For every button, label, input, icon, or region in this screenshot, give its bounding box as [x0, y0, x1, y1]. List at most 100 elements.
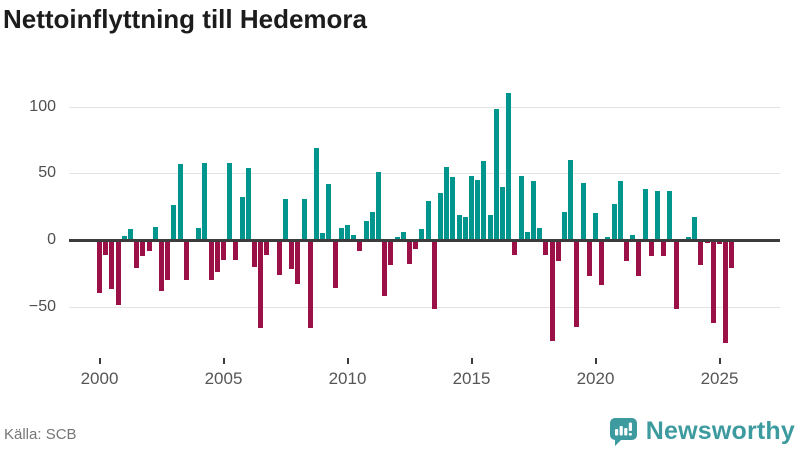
bar: [363, 221, 369, 240]
bar: [617, 181, 623, 240]
bar: [506, 93, 512, 240]
bar: [338, 228, 344, 240]
bar: [388, 240, 394, 266]
bar: [692, 217, 698, 240]
chart-title: Nettoinflyttning till Hedemora: [3, 4, 367, 34]
y-axis-label: 50: [38, 164, 56, 182]
bar: [276, 240, 282, 275]
bar: [574, 240, 580, 327]
bar: [258, 240, 264, 328]
bar: [568, 160, 574, 240]
bar: [326, 184, 332, 240]
bar: [400, 232, 406, 240]
bar: [580, 182, 586, 240]
bar: [469, 176, 474, 240]
bar: [630, 234, 636, 240]
x-axis-label: 2005: [204, 369, 243, 388]
bar: [357, 240, 363, 251]
bar: [475, 180, 481, 240]
bar: [245, 168, 251, 240]
zero-line: [69, 238, 780, 242]
bar: [221, 240, 226, 260]
bar: [481, 161, 487, 240]
bar: [555, 240, 561, 262]
bar: [314, 148, 319, 240]
x-axis-tick: [470, 358, 473, 364]
bar: [369, 212, 375, 240]
bar: [729, 240, 735, 268]
bar: [611, 204, 617, 240]
bar: [586, 240, 592, 276]
y-axis-label: 0: [47, 231, 56, 248]
bar: [264, 240, 270, 255]
bar: [661, 240, 667, 256]
gridline: [69, 306, 780, 308]
y-axis-label: 100: [29, 97, 56, 115]
bar: [524, 232, 530, 240]
bar: [140, 240, 146, 256]
bar: [159, 240, 164, 291]
x-axis-tick: [346, 358, 349, 364]
bar: [648, 240, 654, 256]
y-axis-label: −50: [28, 297, 56, 315]
x-axis-label: 2025: [700, 369, 739, 388]
bar: [345, 225, 350, 240]
bar: [512, 240, 518, 255]
newsworthy-logo[interactable]: Newsworthy: [608, 415, 795, 447]
bar: [109, 240, 115, 290]
bar: [115, 240, 121, 306]
bar: [531, 181, 536, 240]
x-axis-label: 2020: [576, 369, 615, 388]
x-axis-tick: [98, 358, 101, 364]
bar: [171, 205, 177, 240]
bar: [301, 198, 307, 240]
bar: [351, 234, 357, 240]
bar: [283, 198, 288, 240]
bar: [332, 240, 338, 288]
bar: [673, 240, 679, 310]
bar: [655, 190, 660, 240]
bar: [233, 240, 239, 260]
bar: [252, 240, 257, 267]
gridline: [69, 173, 780, 175]
bar: [413, 240, 419, 250]
bar: [134, 240, 140, 268]
bar: [227, 162, 233, 240]
x-axis-label: 2015: [452, 369, 491, 388]
bar: [636, 240, 642, 276]
x-axis-tick: [222, 358, 225, 364]
bar: [444, 166, 450, 240]
source-label: Källa: SCB: [4, 426, 77, 443]
bar: [214, 240, 220, 272]
bar: [493, 109, 499, 240]
newsworthy-bubble-chart-icon: [608, 416, 639, 447]
bar: [196, 228, 202, 240]
bar: [128, 229, 133, 240]
x-axis-label: 2010: [328, 369, 367, 388]
bar: [462, 217, 468, 240]
bar: [177, 164, 183, 240]
x-axis-tick: [718, 358, 721, 364]
bar: [543, 240, 549, 255]
bar: [717, 240, 722, 244]
bar: [723, 240, 729, 343]
bar: [208, 240, 214, 280]
bar: [450, 177, 456, 240]
bar: [456, 214, 462, 240]
bar: [710, 240, 716, 323]
bar: [183, 240, 189, 280]
bar: [667, 190, 673, 240]
bar: [295, 240, 301, 284]
x-axis-tick: [594, 358, 597, 364]
bar: [642, 189, 648, 240]
bar: [407, 240, 412, 264]
bar: [146, 240, 152, 251]
bar: [599, 240, 605, 286]
bar: [121, 236, 127, 240]
bar: [425, 201, 431, 240]
bar: [549, 240, 555, 342]
bar: [487, 214, 493, 240]
bar: [431, 240, 437, 310]
